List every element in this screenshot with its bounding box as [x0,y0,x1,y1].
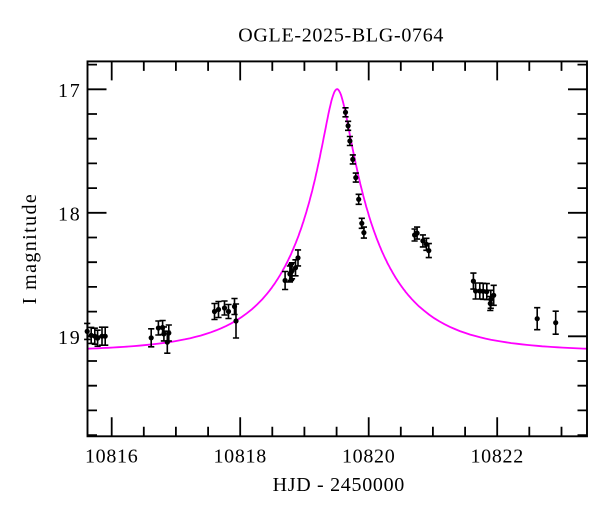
svg-text:10820: 10820 [342,446,396,468]
svg-text:10818: 10818 [213,446,267,468]
svg-text:OGLE-2025-BLG-0764: OGLE-2025-BLG-0764 [238,24,444,46]
svg-text:I magnitude: I magnitude [19,193,41,304]
svg-text:10816: 10816 [85,446,139,468]
svg-text:HJD - 2450000: HJD - 2450000 [273,474,405,496]
svg-text:10822: 10822 [470,446,524,468]
svg-text:18: 18 [58,203,82,225]
svg-text:17: 17 [58,80,82,102]
svg-text:19: 19 [58,327,82,349]
